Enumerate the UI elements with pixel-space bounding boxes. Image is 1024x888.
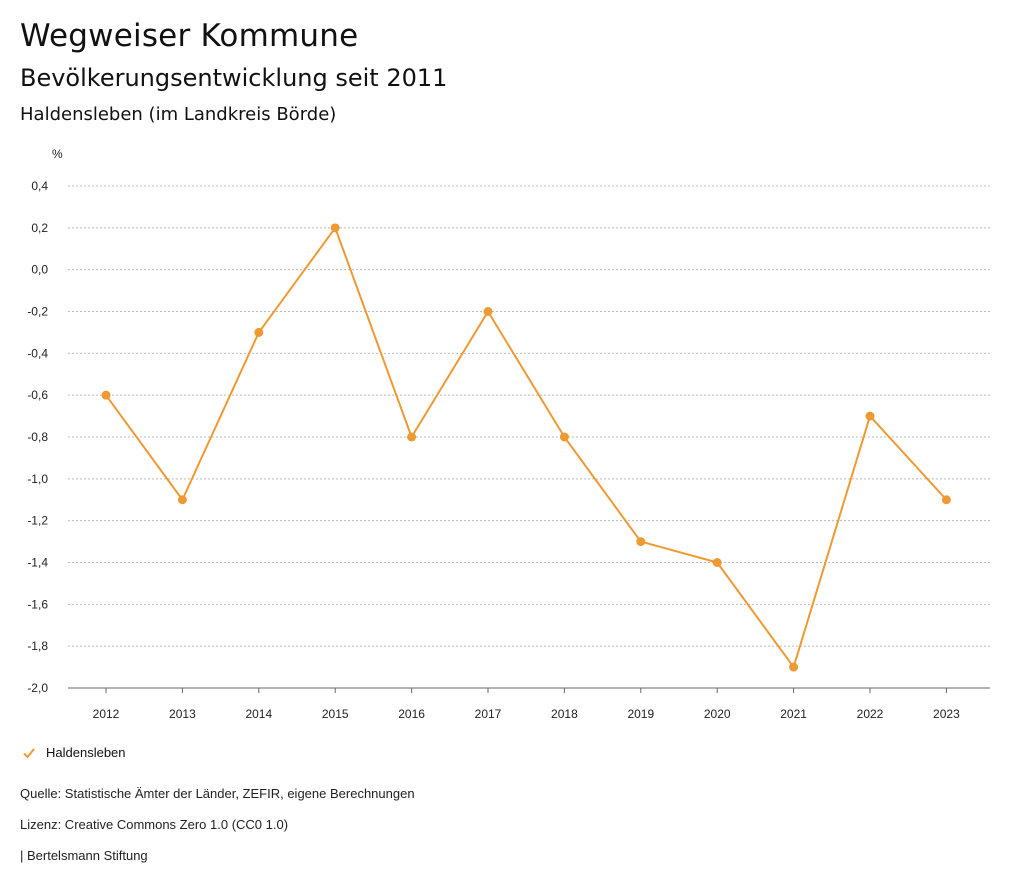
data-point[interactable] (177, 495, 187, 505)
y-tick-label: 0,0 (31, 263, 48, 277)
y-tick-label: 0,2 (31, 221, 48, 235)
x-tick-label: 2015 (322, 707, 349, 721)
y-tick-label: -2,0 (27, 681, 48, 695)
x-tick-label: 2023 (933, 707, 960, 721)
page-title: Wegweiser Kommune (20, 18, 359, 54)
data-point[interactable] (254, 327, 264, 337)
series-line (105, 226, 948, 669)
checkmark-icon (23, 747, 35, 758)
x-tick-label: 2021 (780, 707, 807, 721)
y-tick-label: -1,2 (27, 514, 48, 528)
y-tick-label: -1,4 (27, 556, 48, 570)
data-point[interactable] (483, 307, 493, 316)
x-tick-label: 2020 (704, 707, 731, 721)
data-point[interactable] (330, 223, 340, 233)
x-tick-label: 2012 (93, 707, 120, 721)
data-point[interactable] (712, 558, 722, 567)
x-tick-label: 2013 (169, 707, 196, 721)
source-note: Quelle: Statistische Ämter der Länder, Z… (20, 786, 415, 801)
y-tick-label: -0,6 (27, 388, 48, 402)
data-point[interactable] (636, 537, 646, 547)
y-tick-label: 0,4 (31, 179, 48, 193)
license-note: Lizenz: Creative Commons Zero 1.0 (CC0 1… (20, 817, 289, 832)
data-point[interactable] (559, 432, 569, 442)
legend[interactable]: Haldensleben (22, 745, 126, 760)
y-tick-label: -1,0 (27, 472, 48, 486)
data-point[interactable] (865, 411, 875, 421)
y-tick-label: -1,6 (27, 597, 48, 611)
data-point[interactable] (101, 390, 111, 400)
x-axis-ticks: 2012 2013 2014 2015 2016 2017 2018 2019 2020 2021… (93, 688, 960, 721)
x-tick-label: 2017 (475, 707, 502, 721)
x-tick-label: 2019 (627, 707, 654, 721)
x-tick-label: 2022 (857, 707, 884, 721)
y-tick-label: -1,8 (27, 639, 48, 653)
line-chart: % 0,4 0,2 0,0 -0,2 -0,4 -0,6 -0,8 -1,0 -1,2 -1,4 -… (27, 147, 990, 721)
y-tick-label: -0,8 (27, 430, 48, 444)
y-tick-label: -0,4 (27, 346, 48, 360)
series-group (101, 223, 951, 672)
data-point[interactable] (407, 432, 417, 442)
page-subtitle: Bevölkerungsentwicklung seit 2011 (20, 64, 448, 92)
y-axis-ticks: 0,4 0,2 0,0 -0,2 -0,4 -0,6 -0,8 -1,0 -1,2 -1,4 -1,… (27, 179, 48, 695)
y-tick-label: -0,2 (27, 305, 48, 319)
x-tick-label: 2014 (245, 707, 272, 721)
region-label: Haldensleben (im Landkreis Börde) (20, 104, 337, 125)
grid-lines (68, 185, 990, 689)
publisher-note: | Bertelsmann Stiftung (20, 848, 148, 863)
legend-label: Haldensleben (46, 745, 126, 760)
x-tick-label: 2016 (398, 707, 425, 721)
data-point[interactable] (941, 495, 951, 505)
x-tick-label: 2018 (551, 707, 578, 721)
y-axis-unit-label: % (52, 147, 63, 161)
data-point[interactable] (789, 662, 799, 672)
